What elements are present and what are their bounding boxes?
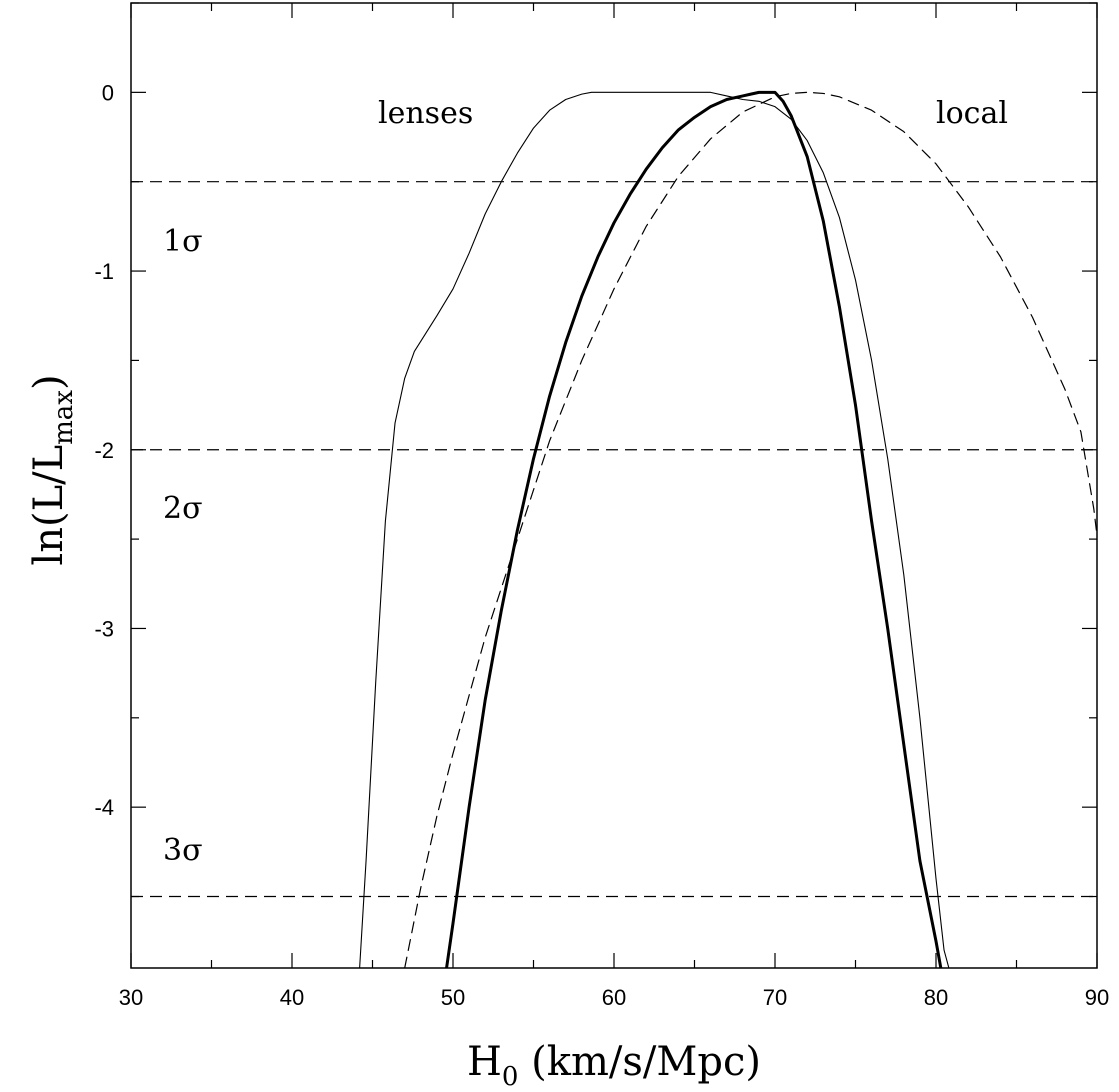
series-combined xyxy=(445,90,943,968)
x-tick-label: 40 xyxy=(280,985,304,1010)
y-tick-label: 0 xyxy=(102,80,114,105)
sigma-reference-lines xyxy=(131,181,1097,898)
y-tick-label: -1 xyxy=(94,259,114,284)
axis-tick-labels: 30 40 50 60 70 80 90 0 -1 -2 -3 -4 xyxy=(94,80,1109,1010)
x-tick-label: 70 xyxy=(763,985,787,1010)
y-tick-label: -4 xyxy=(94,795,114,820)
sigma3-label: 3σ xyxy=(163,833,203,868)
y-tick-label: -3 xyxy=(94,616,114,641)
x-tick-label: 60 xyxy=(602,985,626,1010)
x-tick-label: 90 xyxy=(1085,985,1109,1010)
axis-ticks xyxy=(130,2,1098,968)
series-lenses xyxy=(359,91,950,968)
sigma1-label: 1σ xyxy=(163,224,203,259)
sigma2-label: 2σ xyxy=(163,491,203,526)
y-tick-label: -2 xyxy=(94,438,114,463)
x-tick-label: 50 xyxy=(441,985,465,1010)
series-layer xyxy=(359,90,1097,968)
plot-frame xyxy=(130,2,1098,969)
x-axis-title: H0 (km/s/Mpc) xyxy=(467,1039,761,1092)
lenses-label: lenses xyxy=(378,96,473,131)
y-axis-title: ln(L/Lmax) xyxy=(26,374,79,565)
x-tick-label: 30 xyxy=(119,985,143,1010)
series-local xyxy=(404,91,1097,968)
x-tick-label: 80 xyxy=(924,985,948,1010)
local-label: local xyxy=(936,96,1008,131)
